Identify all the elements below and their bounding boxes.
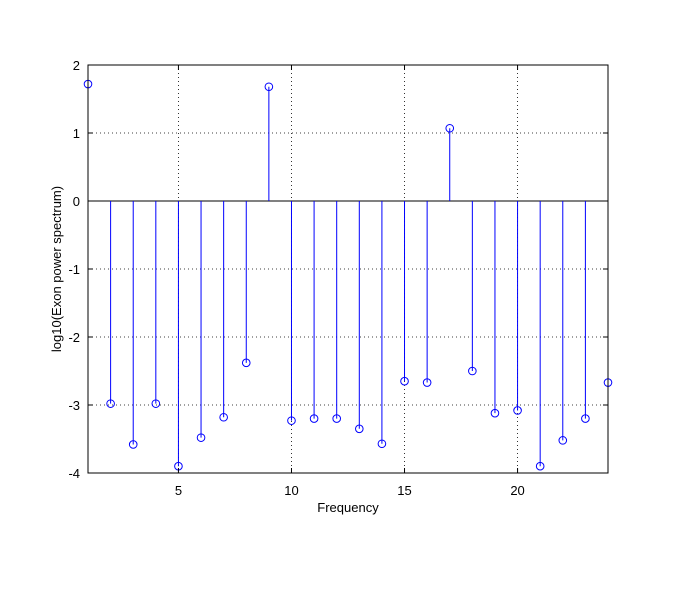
y-tick-label: -2 bbox=[68, 330, 80, 345]
stem-marker bbox=[219, 412, 228, 422]
stem-marker bbox=[355, 424, 364, 434]
stem-marker bbox=[309, 414, 319, 423]
x-tick-label: 15 bbox=[397, 483, 411, 498]
stem-marker bbox=[581, 414, 590, 423]
y-tick-label: -3 bbox=[68, 398, 80, 413]
y-tick-labels: -4 -3 -2 -1 0 1 2 bbox=[68, 58, 80, 481]
y-tick-label: 2 bbox=[73, 58, 80, 73]
stem-marker bbox=[128, 440, 138, 449]
stem-marker bbox=[535, 461, 545, 471]
stem-marker bbox=[468, 366, 477, 376]
stem-marker bbox=[377, 439, 387, 449]
y-tick-label: -4 bbox=[68, 466, 80, 481]
stem-marker bbox=[558, 436, 568, 445]
stem-marker bbox=[264, 82, 274, 92]
x-tick-labels: 5 10 15 20 bbox=[175, 483, 525, 498]
stem-marker bbox=[196, 433, 206, 442]
x-tick-label: 10 bbox=[284, 483, 298, 498]
stem-marker bbox=[151, 399, 161, 408]
y-tick-label: 1 bbox=[73, 126, 80, 141]
stem-marker bbox=[106, 399, 115, 408]
stem-marker bbox=[490, 408, 500, 418]
stem-marker bbox=[241, 358, 251, 368]
x-axis-label: Frequency bbox=[317, 500, 379, 515]
axis-ticks bbox=[88, 64, 608, 474]
y-tick-label: 0 bbox=[73, 194, 80, 209]
stem-marker bbox=[513, 406, 522, 415]
y-axis-label: log10(Exon power spectrum) bbox=[49, 186, 64, 352]
x-tick-label: 5 bbox=[175, 483, 182, 498]
stem-marker bbox=[422, 378, 432, 387]
stem-marker bbox=[400, 376, 409, 386]
x-tick-label: 20 bbox=[510, 483, 524, 498]
stem-marker bbox=[287, 416, 296, 425]
stem-marker bbox=[445, 123, 455, 133]
stem-marker bbox=[332, 414, 341, 423]
y-tick-label: -1 bbox=[68, 262, 80, 277]
